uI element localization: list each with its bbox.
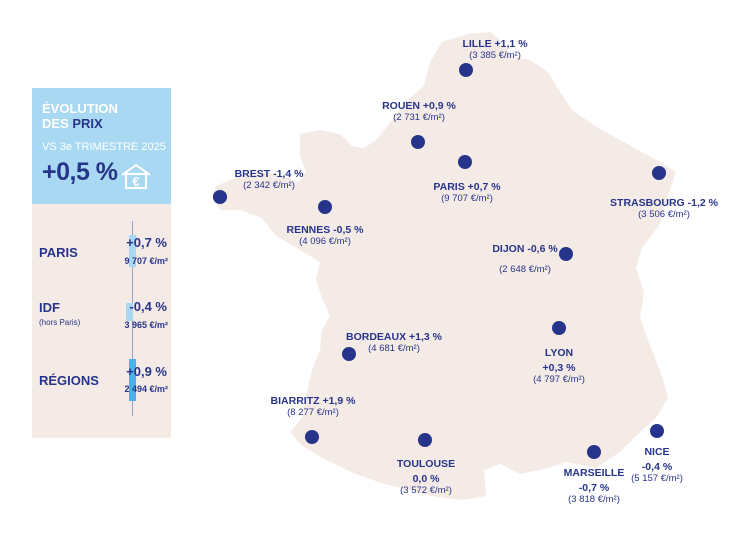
city-marker-rennes[interactable] bbox=[318, 200, 332, 214]
city-label-rouen: ROUEN +0,9 % (2 731 €/m²) bbox=[382, 100, 456, 123]
city-label-rennes: RENNES -0,5 % (4 096 €/m²) bbox=[286, 224, 364, 247]
panel-title-accent: PRIX bbox=[72, 116, 103, 131]
row-price-idf: 3 965 €/m² bbox=[124, 320, 168, 330]
overall-change: +0,5 % bbox=[42, 158, 118, 186]
city-marker-nice[interactable] bbox=[650, 424, 664, 438]
row-bar-idf bbox=[126, 302, 133, 322]
city-label-nice: NICE -0,4 % (5 157 €/m²) bbox=[631, 446, 683, 484]
svg-text:€: € bbox=[132, 174, 139, 189]
city-marker-brest[interactable] bbox=[213, 190, 227, 204]
city-label-lille: LILLE +1,1 % (3 385 €/m²) bbox=[462, 38, 528, 61]
house-euro-icon: € bbox=[121, 163, 151, 189]
city-label-dijon: DIJON -0,6 % (2 648 €/m²) bbox=[492, 243, 558, 275]
row-change-idf: -0,4 % bbox=[129, 299, 167, 314]
city-marker-strasbourg[interactable] bbox=[652, 166, 666, 180]
row-label-paris: PARIS bbox=[39, 245, 78, 260]
city-marker-lyon[interactable] bbox=[552, 321, 566, 335]
city-label-marseille: MARSEILLE -0,7 % (3 818 €/m²) bbox=[563, 467, 625, 505]
city-marker-marseille[interactable] bbox=[587, 445, 601, 459]
panel-title-line1: ÉVOLUTION bbox=[42, 101, 118, 116]
france-outline bbox=[212, 32, 676, 500]
city-marker-lille[interactable] bbox=[459, 63, 473, 77]
city-label-toulouse: TOULOUSE 0,0 % (3 572 €/m²) bbox=[396, 458, 456, 496]
row-bar-regions bbox=[129, 358, 136, 402]
panel-header: ÉVOLUTION DES PRIX VS 3e TRIMESTRE 2025 … bbox=[32, 88, 171, 204]
row-label-idf: IDF bbox=[39, 300, 60, 315]
city-label-brest: BREST -1,4 % (2 342 €/m²) bbox=[234, 168, 304, 191]
row-sublabel-idf: (hors Paris) bbox=[39, 318, 81, 327]
row-label-regions: RÉGIONS bbox=[39, 373, 99, 388]
city-marker-paris[interactable] bbox=[458, 155, 472, 169]
price-evolution-panel: ÉVOLUTION DES PRIX VS 3e TRIMESTRE 2025 … bbox=[32, 88, 171, 438]
row-price-paris: 9 707 €/m² bbox=[124, 256, 168, 266]
city-marker-dijon[interactable] bbox=[559, 247, 573, 261]
row-change-paris: +0,7 % bbox=[126, 235, 167, 250]
panel-title: ÉVOLUTION DES PRIX bbox=[42, 101, 118, 131]
city-label-bordeaux: BORDEAUX +1,3 % (4 681 €/m²) bbox=[346, 331, 442, 354]
city-marker-toulouse[interactable] bbox=[418, 433, 432, 447]
panel-subtitle: VS 3e TRIMESTRE 2025 bbox=[42, 141, 166, 153]
city-label-lyon: LYON +0,3 % (4 797 €/m²) bbox=[533, 347, 585, 385]
city-label-paris: PARIS +0,7 % (9 707 €/m²) bbox=[433, 181, 501, 204]
row-change-regions: +0,9 % bbox=[126, 364, 167, 379]
city-label-strasbourg: STRASBOURG -1,2 % (3 506 €/m²) bbox=[610, 197, 718, 220]
row-bar-paris bbox=[129, 234, 136, 268]
city-marker-bordeaux[interactable] bbox=[342, 347, 356, 361]
panel-title-prefix: DES bbox=[42, 116, 73, 131]
row-price-regions: 2 494 €/m² bbox=[124, 384, 168, 394]
city-marker-rouen[interactable] bbox=[411, 135, 425, 149]
city-label-biarritz: BIARRITZ +1,9 % (8 277 €/m²) bbox=[270, 395, 356, 418]
city-marker-biarritz[interactable] bbox=[305, 430, 319, 444]
